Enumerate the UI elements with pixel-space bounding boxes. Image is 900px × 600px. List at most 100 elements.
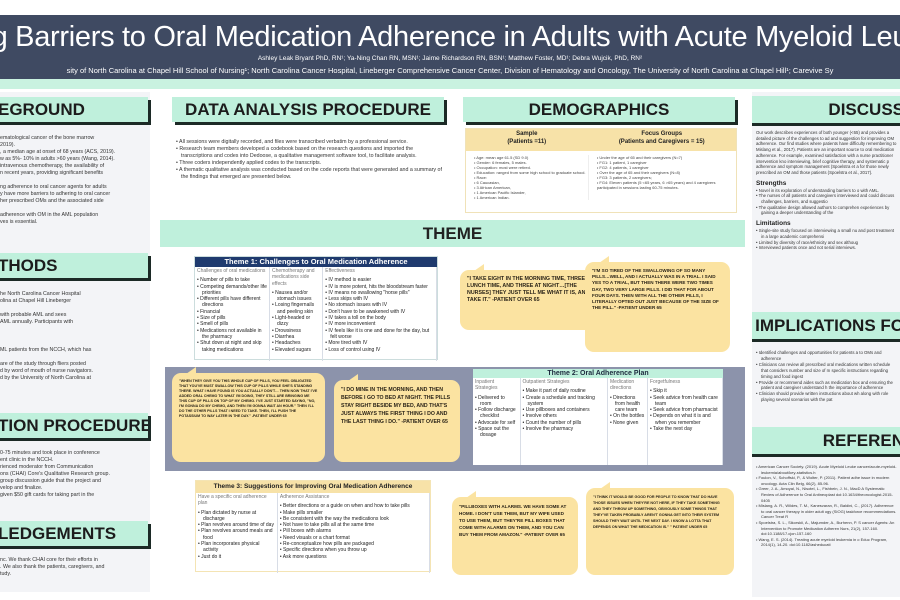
text-line: group discussion guide that the project … <box>0 478 102 484</box>
focus-item: • Under the age of 65 and their caregive… <box>596 155 683 160</box>
theme-item: • Medications not available in the pharm… <box>197 327 262 340</box>
theme-item: • Loss of control using IV <box>325 346 381 353</box>
theme-item: • Be consistent with the way the medicat… <box>279 515 389 522</box>
quote-text: "I'm so tired of the swallowing of so ma… <box>592 268 719 311</box>
implication-item: • Provide or recommend aides such as med… <box>756 379 893 391</box>
text-line: d by the University of North Carolina at <box>0 375 91 381</box>
sample-item: • Gender: 6 females, 5 males. <box>474 160 527 165</box>
sample-item: • Occupation: most were retired. <box>474 165 531 170</box>
theme-item: • Light-headed or dizzy <box>272 315 311 328</box>
theme-item: • Create a schedule and tracking system <box>522 394 595 407</box>
poster-header: nding Barriers to Oral Medication Adhere… <box>0 15 900 79</box>
theme-item: • IV means no swallowing "horse pills" <box>325 289 410 296</box>
background-heading: EGROUND <box>0 97 148 122</box>
column-header: Forgetfulness <box>650 379 681 385</box>
strength-item: • The qualitative design allowed authors… <box>756 204 890 216</box>
column-header: Outpatient Strategies <box>522 379 570 385</box>
sample-item: • Age: mean age 61.5 (SD 9.0) <box>474 155 529 160</box>
theme-column: Challenges of oral medications • Number o… <box>195 267 271 361</box>
reference-item: • Foulon, V., Schoffski, P., & Wolter, P… <box>756 475 890 486</box>
text-line: ematological cancer of the bone marrow <box>0 135 95 141</box>
column-header: Adherence Assistance <box>279 494 330 500</box>
theme-item: • Involve the pharmacy <box>522 426 574 433</box>
strength-item: • The nurses of all patients and caregiv… <box>756 193 895 205</box>
implication-item: • Clinician should provide written instr… <box>756 391 889 403</box>
theme-item: • Directions from health care team <box>610 394 641 414</box>
left-column <box>0 92 150 592</box>
theme-item: • Just do it <box>198 553 222 560</box>
column-header: Have a specific oral adherence plan <box>198 494 267 507</box>
participation-heading: TION PROCEDURE <box>0 413 148 438</box>
theme-item: • Plan revolves around meals and food <box>198 528 273 541</box>
theme-item: • IV method is easier <box>325 277 372 284</box>
theme-item: • Space out the dosage <box>475 426 509 439</box>
column-header: Effectiveness <box>325 268 355 274</box>
quote-text: "I think it would be good for people to … <box>593 495 720 529</box>
theme-item: • IV more inconvenient <box>325 321 376 328</box>
text-line: ves is essential. <box>0 219 38 225</box>
text-line: tudy. <box>0 571 12 577</box>
theme-item: • Plan dictated by nurse at discharge <box>198 509 257 522</box>
theme-item: • Advocate for self <box>475 419 516 426</box>
discussion-paragraph: Our work describes experiences of both y… <box>756 130 897 175</box>
theme-item: • Less skips with IV <box>325 296 369 303</box>
limitation-item: • Interviewed patients once and not seri… <box>756 245 856 251</box>
theme-item: • Delivered to room <box>475 394 505 407</box>
theme-item: • Financial <box>197 308 221 315</box>
theme-item: • Use pillboxes and containers <box>522 407 590 414</box>
limitations-label: Limitations <box>756 220 791 228</box>
demographics-heading: DEMOGRAPHICS <box>463 97 735 122</box>
theme-item: • Smell of pills <box>197 321 229 328</box>
theme-item: • No stomach issues with IV <box>325 302 388 309</box>
text-line: 2019). <box>0 142 16 148</box>
theme-item: • Pill boxes with alarms <box>279 528 332 535</box>
data-analysis-text: • All sessions were digitally recorded, … <box>176 139 446 181</box>
text-line: ML patients from the NCCH, which has <box>0 347 92 353</box>
focus-item: • Over the age of 65 and their caregiver… <box>596 170 680 175</box>
implication-item: • Identified challenges and opportunitie… <box>756 350 882 361</box>
affiliations: sity of North Carolina at Chapel Hill Sc… <box>66 66 834 75</box>
text-line: w as 5%- 10% in adults >60 years (Wang, … <box>0 156 115 162</box>
methods-text: he North Carolina Cancer Hospital olina a… <box>0 291 150 382</box>
reference-item: • Mislang, A. R., Wildes, T. M., Kanesva… <box>756 503 897 520</box>
right-column <box>752 92 900 597</box>
theme-column: Adherence Assistance • Better directions … <box>278 493 430 573</box>
text-line <box>0 354 150 361</box>
focus-item: • FG2: 4 patients, 1 caregiver <box>596 165 649 170</box>
quote-bubble: "I'm so tired of the swallowing of so ma… <box>585 256 730 352</box>
theme-item: • Nausea and/or stomach issues <box>272 289 312 303</box>
focus-list: • Under the age of 65 and their caregive… <box>587 155 732 200</box>
theme-item: • Drowsiness <box>272 327 301 334</box>
methods-heading: THODS <box>0 253 148 278</box>
theme-item: • Seek advice from health care team <box>650 394 718 407</box>
theme-item: • Make it part of daily routine <box>522 388 586 395</box>
acknowledgements-text: nc. We thank CHAI core for their efforts… <box>0 557 150 578</box>
column-header: Inpatient Strategies <box>475 379 498 392</box>
text-line <box>0 177 150 184</box>
sample-list: • Age: mean age 61.5 (SD 9.0) • Gender: 6… <box>470 155 588 200</box>
theme-item: • Different pills have different directi… <box>197 296 261 309</box>
theme-item: • Seek advice from pharmacist <box>650 407 718 414</box>
theme2-table: Theme 2: Oral Adherence Plan Inpatient S… <box>473 369 723 465</box>
theme1-title: Theme 1: Challenges to Oral Medication A… <box>195 257 437 267</box>
theme-item: • Elevated sugars <box>272 346 312 353</box>
quote-bubble: "I think it would be good for people to … <box>586 482 734 575</box>
text-line: nc. We thank CHAI core for their efforts… <box>0 557 98 563</box>
header-accent-strip <box>0 79 900 89</box>
text-line: adherence with OM in the AML population <box>0 212 99 218</box>
theme-column: Outpatient Strategies • Make it part of d… <box>521 378 608 465</box>
reference-item: • Greer, J. A., Amoyal, N., Nisotel, L.,… <box>756 486 893 503</box>
theme-item: • Need visuals or a chart format <box>279 534 350 541</box>
strength-item: • Novel in its exploration of understand… <box>756 187 880 193</box>
strengths-label: Strengths <box>756 179 787 187</box>
theme-item: • Shut down at night and skip taking med… <box>197 340 262 353</box>
theme-heading: THEME <box>160 220 745 247</box>
acknowledgements-heading: LEDGEMENTS <box>0 521 148 546</box>
theme-item: • Count the number of pills <box>522 419 582 426</box>
text-line: , a median age at onset of 68 years (ACS… <box>0 149 116 155</box>
theme-item: • Plan revolves around time of day <box>198 522 274 529</box>
focus-item: • FG3: 3 patients, 2 caregivers; <box>596 175 652 180</box>
theme-item: • Skip it <box>650 388 667 395</box>
participation-text: 0-75 minutes and took place in conferenc… <box>0 450 150 499</box>
